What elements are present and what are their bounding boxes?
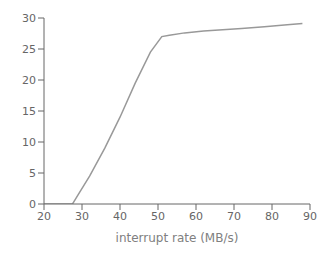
svg-text:0: 0 <box>29 198 36 211</box>
svg-text:15: 15 <box>22 105 36 118</box>
svg-text:20: 20 <box>37 210 51 223</box>
svg-text:30: 30 <box>22 12 36 25</box>
svg-text:5: 5 <box>29 167 36 180</box>
svg-text:70: 70 <box>227 210 241 223</box>
svg-text:80: 80 <box>265 210 279 223</box>
svg-text:50: 50 <box>151 210 165 223</box>
svg-text:25: 25 <box>22 43 36 56</box>
svg-text:10: 10 <box>22 136 36 149</box>
svg-text:90: 90 <box>303 210 317 223</box>
svg-text:60: 60 <box>189 210 203 223</box>
svg-text:20: 20 <box>22 74 36 87</box>
svg-text:interrupt rate (MB/s): interrupt rate (MB/s) <box>116 231 239 245</box>
svg-text:30: 30 <box>75 210 89 223</box>
svg-text:40: 40 <box>113 210 127 223</box>
